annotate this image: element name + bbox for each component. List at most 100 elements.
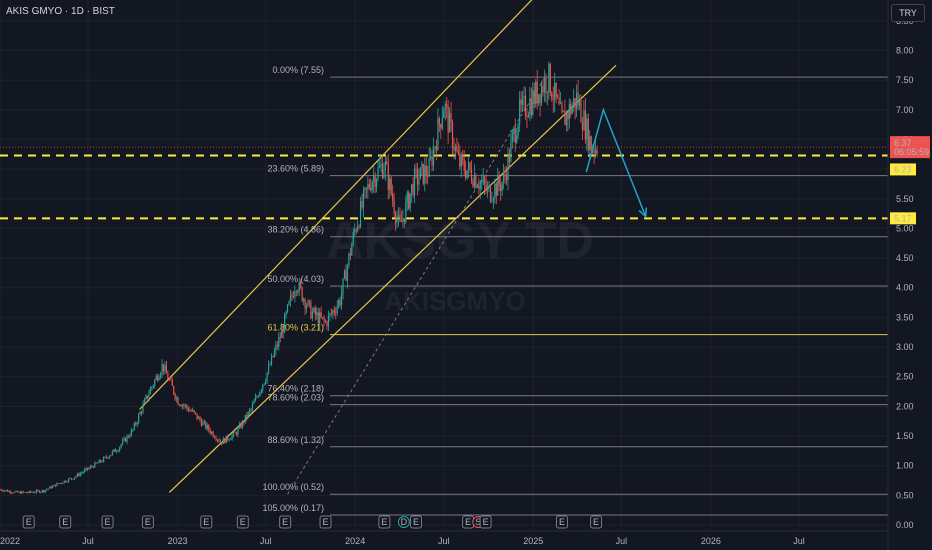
candle-body: [0, 489, 1, 491]
event-marker-label: E: [62, 517, 68, 527]
currency-button[interactable]: TRY: [891, 4, 925, 22]
event-marker-e[interactable]: E: [141, 515, 154, 529]
candle-body: [254, 396, 257, 402]
candle-body: [510, 140, 512, 162]
candle-body: [15, 491, 17, 492]
channel-upper-line: [139, 0, 533, 410]
event-marker-e[interactable]: E: [378, 515, 391, 529]
candle-body: [133, 423, 135, 430]
event-marker-e[interactable]: E: [279, 515, 292, 529]
candle-body: [397, 214, 400, 219]
candle-body: [443, 110, 445, 119]
candle-body: [431, 156, 433, 166]
candle-body: [240, 424, 242, 428]
candle-body: [568, 103, 570, 120]
price-axis[interactable]: 0.00 0.50 1.00 1.50 2.00 2.50 3.00 3.50 4.00 4.50…: [896, 16, 914, 530]
candle-body: [57, 483, 59, 485]
candle-body: [565, 112, 567, 126]
candle-body: [308, 300, 311, 303]
candle-body: [297, 291, 299, 293]
candle-body: [413, 168, 416, 196]
candle-body: [419, 167, 422, 179]
candle-body: [143, 399, 146, 404]
candle-body: [238, 424, 240, 429]
time-tick-label: Jul: [82, 536, 94, 546]
candle-body: [291, 295, 293, 297]
time-tick-label: 2025: [523, 536, 543, 546]
event-marker-e[interactable]: E: [59, 515, 72, 529]
candle-body: [393, 200, 395, 214]
candle-body: [100, 460, 102, 462]
time-tick-label: 2026: [701, 536, 721, 546]
candle-body: [286, 304, 289, 312]
candle-body: [260, 389, 262, 393]
candle-body: [65, 480, 67, 482]
candle-body: [108, 456, 111, 459]
candle-body: [139, 412, 141, 415]
candle-body: [329, 313, 331, 316]
candle-body: [575, 92, 578, 109]
candle-body: [527, 115, 530, 118]
event-marker-label: E: [483, 517, 489, 527]
candle-body: [84, 469, 86, 472]
event-marker-e[interactable]: E: [22, 515, 35, 529]
event-marker-e[interactable]: E: [479, 515, 492, 529]
candle-body: [475, 175, 477, 188]
event-marker-e[interactable]: E: [555, 515, 568, 529]
candle-body: [304, 299, 306, 309]
candle-body: [117, 450, 119, 452]
chart-grid: [0, 0, 888, 531]
candle-body: [31, 492, 33, 493]
event-marker-e[interactable]: E: [462, 515, 475, 529]
candle-body: [368, 184, 370, 188]
candle-body: [343, 270, 346, 279]
candle-body: [427, 175, 429, 177]
event-marker-e[interactable]: E: [590, 515, 603, 529]
dotted-trendline[interactable]: [287, 76, 546, 495]
event-marker-d[interactable]: D: [397, 516, 410, 528]
candle-body: [435, 146, 438, 151]
candle-body: [167, 373, 169, 380]
event-marker-e[interactable]: E: [410, 515, 423, 529]
candle-body: [463, 159, 465, 171]
candle-body: [434, 146, 436, 149]
candle-body: [507, 153, 509, 181]
candle-body: [370, 187, 372, 191]
horizontal-levels[interactable]: [0, 154, 888, 220]
candle-body: [586, 118, 588, 140]
candle-body: [170, 379, 172, 381]
candle-body: [451, 122, 454, 149]
candle-body: [171, 379, 173, 387]
event-marker-e[interactable]: E: [236, 515, 249, 529]
event-marker-e[interactable]: E: [319, 515, 332, 529]
price-tick-label: 3.00: [896, 342, 914, 352]
candle-body: [301, 287, 303, 301]
projection-path[interactable]: [585, 107, 648, 219]
candle-body: [479, 182, 481, 189]
candle-body: [441, 118, 443, 129]
candle-body: [486, 186, 489, 191]
candle-body: [237, 428, 239, 435]
watermark-ticker: AKSGY TD: [326, 212, 594, 270]
candle-body: [548, 63, 550, 92]
candle-body: [543, 78, 546, 93]
event-marker-label: E: [105, 517, 111, 527]
candle-body: [12, 492, 14, 494]
fib-retracement[interactable]: 0.00% (7.55) 23.60% (5.89) 38.20% (4.86) 50…: [262, 65, 888, 516]
candle-body: [22, 491, 24, 493]
event-marker-e[interactable]: E: [200, 515, 213, 529]
time-axis[interactable]: 2022 Jul 2023 Jul 2024 Jul 2025 Jul 2026 Jul: [0, 536, 805, 546]
candle-body: [514, 128, 516, 143]
candle-body: [75, 476, 77, 478]
candle-body: [224, 438, 226, 443]
event-marker-e[interactable]: E: [101, 515, 114, 529]
candle-body: [447, 106, 449, 133]
candle-body: [184, 405, 186, 406]
candle-body: [165, 365, 168, 374]
candle-body: [263, 383, 265, 385]
candle-body: [53, 484, 55, 486]
candle-body: [13, 491, 16, 493]
candle-body: [521, 97, 524, 105]
